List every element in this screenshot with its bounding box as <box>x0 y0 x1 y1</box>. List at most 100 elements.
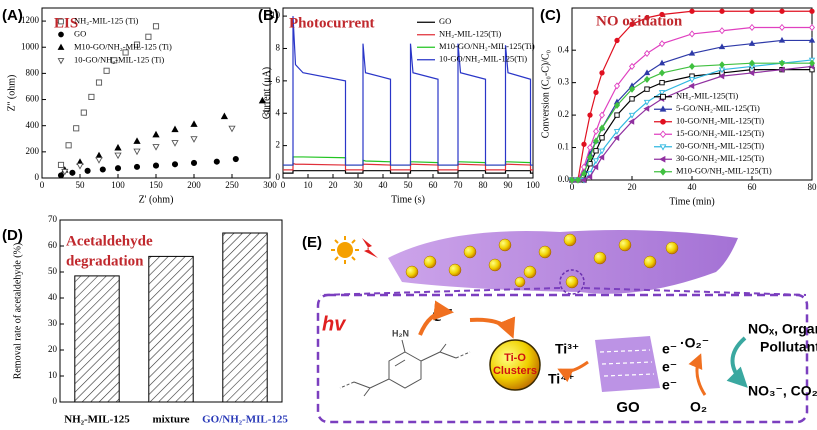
point <box>688 49 696 56</box>
x-tick-label: 40 <box>379 180 389 190</box>
y-tick-label: 0.0 <box>558 174 570 184</box>
x-axis-label: Z' (ohm) <box>139 194 174 205</box>
point <box>643 99 651 106</box>
legend-label: 15-GO/NH₂-MIL-125(Ti) <box>676 128 764 138</box>
ti-o-cluster <box>489 339 541 391</box>
point <box>629 21 635 27</box>
point <box>592 163 599 171</box>
point <box>599 135 605 141</box>
x-tick-label: 80 <box>479 180 489 190</box>
point <box>232 155 239 163</box>
point <box>574 176 582 184</box>
point <box>580 176 587 184</box>
oxygen-label: O₂ <box>690 399 707 415</box>
sun <box>331 236 378 264</box>
point <box>61 168 69 176</box>
point <box>69 169 76 176</box>
point <box>228 125 236 133</box>
point <box>778 59 786 67</box>
point <box>629 96 635 102</box>
arrow <box>418 300 454 336</box>
legend-label: M10-GO/NH₂-MIL-125(Ti) <box>676 166 772 176</box>
bar <box>148 255 194 403</box>
y-tick-label: 1200 <box>21 15 40 25</box>
x-tick-label: 200 <box>187 180 201 190</box>
point <box>614 112 620 118</box>
legend-marker <box>659 155 666 163</box>
y-tick-label: 600 <box>26 94 40 104</box>
y-tick-label: 20 <box>48 344 58 354</box>
y-tick-label: 60 <box>48 240 58 250</box>
pollutant-label: NOₓ, Organic <box>748 321 817 337</box>
point <box>152 23 160 30</box>
ti4-label: Ti⁴⁺ <box>548 371 575 387</box>
point <box>592 158 600 165</box>
point <box>598 154 605 161</box>
go-sheet <box>388 230 738 294</box>
point <box>748 23 756 32</box>
arrow <box>688 353 707 396</box>
legend-label: 10-GO/NH₂-MIL-125 (Ti) <box>74 54 164 64</box>
point <box>114 152 122 160</box>
point <box>808 36 816 43</box>
point <box>99 166 106 173</box>
legend-label: NH₂-MIL-125(Ti) <box>439 29 501 39</box>
point <box>688 30 696 38</box>
y-axis-label: Conversion (C₀-C)/C₀ <box>540 49 551 138</box>
point <box>581 141 587 147</box>
y-tick-label: 8 <box>276 43 281 53</box>
plot-frame <box>282 7 534 179</box>
point <box>718 27 726 35</box>
x-tick-label: GO/NH₂-MIL-125 <box>202 414 288 426</box>
point <box>114 165 122 172</box>
zoom-box <box>316 293 809 424</box>
point <box>593 89 599 96</box>
y-tick-label: 0 <box>53 396 58 406</box>
point <box>598 111 606 119</box>
legend-label: NH₂-MIL-125 (Ti) <box>74 15 138 25</box>
y-tick-label: 1000 <box>21 41 40 51</box>
legend-label: NH₂-MIL-125(Ti) <box>676 91 738 101</box>
point <box>133 137 141 144</box>
point <box>628 112 636 119</box>
y-tick-label: 200 <box>26 146 40 156</box>
point <box>719 8 725 14</box>
go-block <box>595 336 660 392</box>
point <box>689 8 695 14</box>
point <box>628 62 636 70</box>
series-line <box>283 16 533 166</box>
x-tick-label: 0 <box>40 180 45 190</box>
point <box>587 112 593 118</box>
y-tick-label: 0.1 <box>558 142 569 152</box>
x-tick-label: 0 <box>570 182 575 192</box>
series-line <box>283 170 533 174</box>
chart-title: degradation <box>66 253 144 269</box>
point <box>613 129 621 135</box>
point <box>778 36 786 43</box>
legend-label: 10-GO/NH₂-MIL-125(Ti) <box>676 116 764 126</box>
x-tick-label: 10 <box>304 180 314 190</box>
chart-title: Photocurrent <box>289 15 375 31</box>
legend-marker <box>57 43 65 50</box>
point <box>778 23 786 32</box>
point <box>779 8 785 14</box>
panel-label: (D) <box>2 227 23 244</box>
x-tick-label: 20 <box>329 180 339 190</box>
x-tick-label: NH₂-MIL-125 <box>64 414 130 426</box>
point <box>644 15 650 21</box>
point <box>103 67 110 74</box>
x-tick-label: 50 <box>404 180 414 190</box>
series-line <box>283 162 533 171</box>
point <box>688 77 696 83</box>
legend-label: 10-GO/NH₂-MIL-125(Ti) <box>439 54 527 64</box>
legend-label: 30-GO/NH₂-MIL-125(Ti) <box>676 153 764 163</box>
point <box>171 140 179 147</box>
point <box>659 11 665 18</box>
bar <box>74 275 120 403</box>
x-tick-label: 80 <box>808 182 817 192</box>
chart-title: NO oxidation <box>596 13 683 29</box>
point <box>152 130 160 138</box>
superoxide-label: ·O₂⁻ <box>680 335 709 351</box>
arrow <box>726 336 748 388</box>
